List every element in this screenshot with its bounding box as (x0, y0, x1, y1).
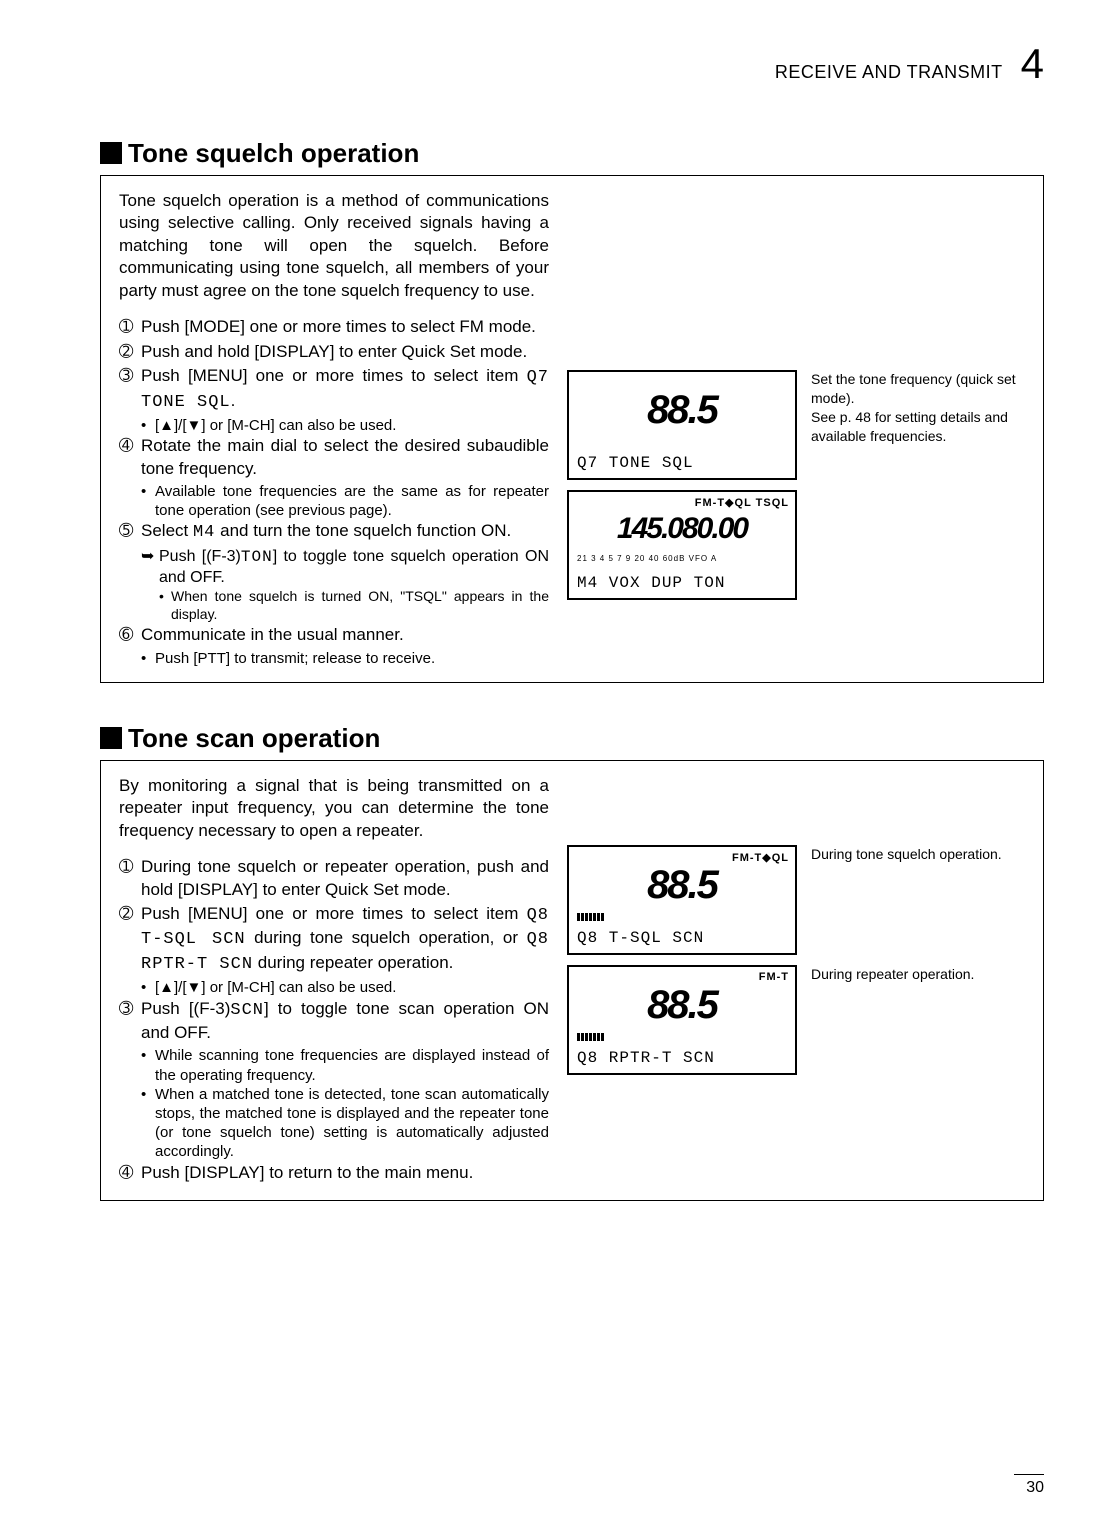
section-1-left: Tone squelch operation is a method of co… (119, 190, 549, 668)
lcd2-value: 145.080.00 (569, 512, 795, 546)
lcd2-mid: 21 3 4 5 7 9 20 40 60dB VFO A (577, 554, 787, 563)
s1-step1: ➀Push [MODE] one or more times to select… (119, 316, 549, 338)
section-2-left: By monitoring a signal that is being tra… (119, 775, 549, 1186)
s1-step6: ➅Communicate in the usual manner. (119, 624, 549, 646)
lcd4-value: 88.5 (569, 983, 795, 1028)
lcd4-bottom: Q8 RPTR-T SCN (577, 1049, 787, 1067)
lcd1-caption: Set the tone frequency (quick set mode).… (811, 370, 1025, 446)
section-2-box: By monitoring a signal that is being tra… (100, 760, 1044, 1201)
lcd1-value: 88.5 (569, 388, 795, 433)
section-1-title-text: Tone squelch operation (128, 138, 419, 168)
header-label: RECEIVE AND TRANSMIT (775, 62, 1003, 83)
s2-lcd1-row: FM-T◆QL 88.5 Q8 T-SQL SCN During tone sq… (567, 845, 1025, 955)
square-bullet-icon (100, 142, 122, 164)
lcd3-caption: During tone squelch operation. (811, 845, 1025, 864)
lcd2-top: FM-T◆QL TSQL (695, 496, 789, 509)
lcd-display-2: FM-T◆QL TSQL 145.080.00 21 3 4 5 7 9 20 … (567, 490, 797, 600)
s2-step3-sub2: •When a matched tone is detected, tone s… (141, 1085, 549, 1162)
s1-step5: ➄Select M4 and turn the tone squelch fun… (119, 520, 549, 544)
page-header: RECEIVE AND TRANSMIT 4 (100, 40, 1044, 88)
s1-step2: ➁Push and hold [DISPLAY] to enter Quick … (119, 341, 549, 363)
section-2-right: FM-T◆QL 88.5 Q8 T-SQL SCN During tone sq… (567, 775, 1025, 1186)
lcd3-bar-icon (577, 913, 604, 921)
page-number: 30 (1014, 1474, 1044, 1497)
section-1-box: Tone squelch operation is a method of co… (100, 175, 1044, 683)
s2-step2-sub: •[▲]/[▼] or [M-CH] can also be used. (141, 978, 549, 997)
square-bullet-icon-2 (100, 727, 122, 749)
s1-lcd1-row: 88.5 Q7 TONE SQL Set the tone frequency … (567, 370, 1025, 480)
lcd-display-1: 88.5 Q7 TONE SQL (567, 370, 797, 480)
s2-intro: By monitoring a signal that is being tra… (119, 775, 549, 842)
s1-intro: Tone squelch operation is a method of co… (119, 190, 549, 302)
lcd-display-4: FM-T 88.5 Q8 RPTR-T SCN (567, 965, 797, 1075)
s1-step4-sub: •Available tone frequencies are the same… (141, 482, 549, 520)
page: RECEIVE AND TRANSMIT 4 Tone squelch oper… (0, 0, 1104, 1525)
section-title-1: Tone squelch operation (100, 138, 1044, 169)
lcd1-bottom: Q7 TONE SQL (577, 454, 787, 472)
s2-step3-sub1: •While scanning tone frequencies are dis… (141, 1046, 549, 1084)
s1-step3-sub: •[▲]/[▼] or [M-CH] can also be used. (141, 416, 549, 435)
s2-step4: ➃Push [DISPLAY] to return to the main me… (119, 1162, 549, 1184)
s2-step2: ➁Push [MENU] one or more times to select… (119, 903, 549, 976)
lcd4-top: FM-T (759, 971, 789, 983)
s1-step3: ➂Push [MENU] one or more times to select… (119, 365, 549, 414)
s2-step3: ➂Push [(F-3)SCN] to toggle tone scan ope… (119, 998, 549, 1045)
lcd3-bottom: Q8 T-SQL SCN (577, 929, 787, 947)
lcd-display-3: FM-T◆QL 88.5 Q8 T-SQL SCN (567, 845, 797, 955)
s1-lcd2-row: FM-T◆QL TSQL 145.080.00 21 3 4 5 7 9 20 … (567, 490, 1025, 600)
lcd4-caption: During repeater operation. (811, 965, 1025, 984)
s2-lcd2-row: FM-T 88.5 Q8 RPTR-T SCN During repeater … (567, 965, 1025, 1075)
s1-step5-note: •When tone squelch is turned ON, "TSQL" … (159, 588, 549, 624)
lcd2-bottom: M4 VOX DUP TON (577, 574, 787, 592)
lcd4-bar-icon (577, 1033, 604, 1041)
section-1-right: 88.5 Q7 TONE SQL Set the tone frequency … (567, 190, 1025, 668)
section-title-2: Tone scan operation (100, 723, 1044, 754)
chapter-number: 4 (1021, 40, 1044, 88)
lcd3-value: 88.5 (569, 863, 795, 908)
s2-step1: ➀During tone squelch or repeater operati… (119, 856, 549, 901)
section-2-title-text: Tone scan operation (128, 723, 380, 753)
s1-step6-sub: •Push [PTT] to transmit; release to rece… (141, 649, 549, 668)
s1-step4: ➃Rotate the main dial to select the desi… (119, 435, 549, 480)
s1-step5-arrow: ➥Push [(F-3)TON] to toggle tone squelch … (141, 547, 549, 589)
